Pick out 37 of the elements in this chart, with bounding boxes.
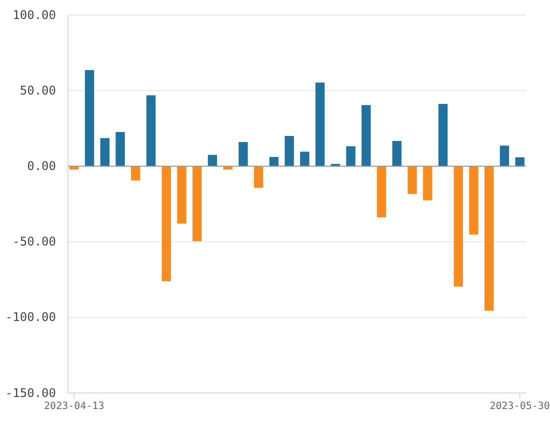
y-tick-label: 0.00 [27,159,56,174]
bar [438,104,448,166]
y-tick-label: -150.00 [5,386,56,400]
bar [315,82,325,166]
bar [162,166,171,282]
bar [500,146,510,166]
bar [346,146,356,166]
bar [423,166,432,200]
bar [254,166,264,188]
bar [84,70,94,166]
bar [515,157,524,166]
bar [100,138,110,166]
bar [454,166,463,287]
y-tick-label: -50.00 [12,234,56,249]
bar [362,105,371,166]
y-tick-label: 50.00 [20,83,56,98]
bar [116,132,125,166]
bar [484,166,494,311]
bar [392,140,402,166]
bar [177,166,186,224]
x-tick-label: 2023-04-13 [44,401,104,412]
bar [70,166,79,170]
bar [238,142,248,166]
y-tick-label: 100.00 [12,8,56,22]
x-tick-label: 2023-05-30 [490,401,550,412]
bar [408,166,417,194]
bar [223,166,232,170]
bar [284,136,294,166]
bar [376,166,386,218]
bar [269,156,279,166]
bar [192,166,202,242]
y-tick-label: -100.00 [5,310,56,324]
bar [131,166,140,180]
bar [300,152,310,166]
bar [208,154,218,166]
bar [146,95,156,166]
bar [469,166,478,235]
